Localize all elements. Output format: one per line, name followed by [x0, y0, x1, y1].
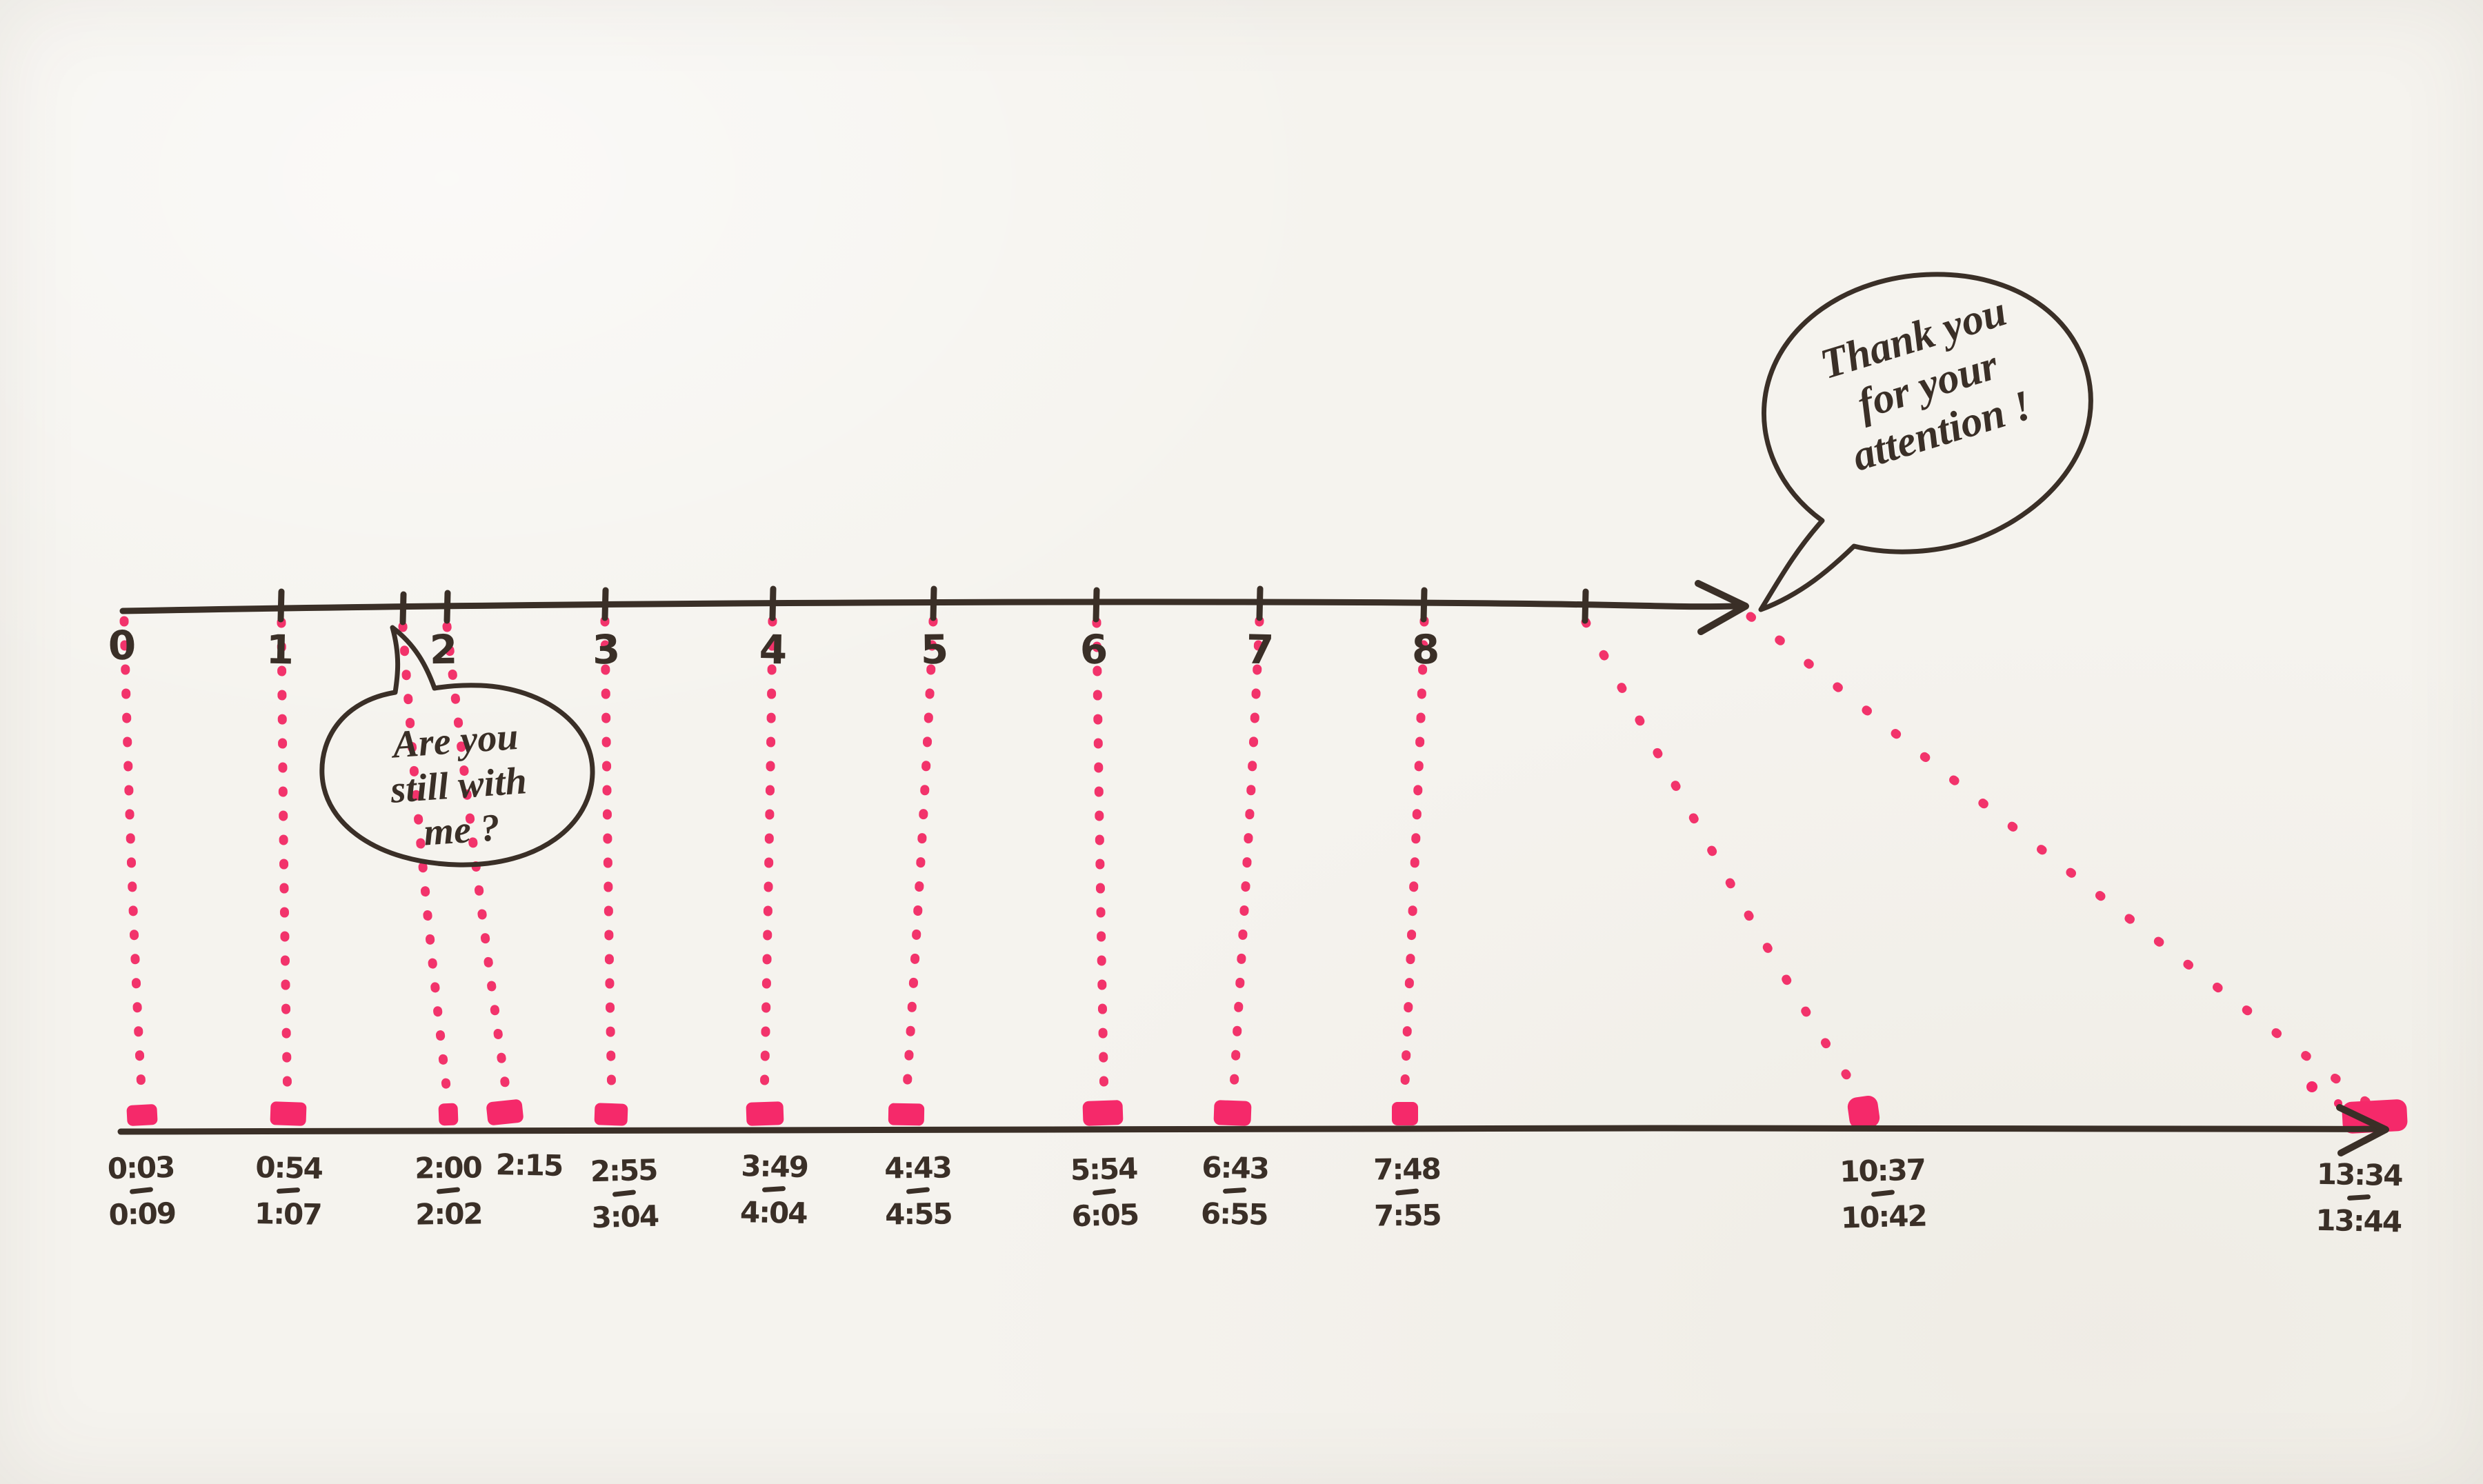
blob-6 [1082, 1100, 1124, 1126]
dotted-line-slide-0 [119, 616, 147, 1105]
dotted-line-slide-9 [1581, 617, 1865, 1100]
dotted-line-slide-1 [277, 617, 292, 1105]
dotted-line-slide-2b [442, 621, 512, 1101]
dotted-line-slide-3 [600, 616, 617, 1104]
top-axis-line [119, 599, 1740, 614]
blob-end [2342, 1099, 2408, 1134]
blob-speck-1 [2306, 1081, 2317, 1092]
bottom-axis [117, 1104, 2389, 1156]
blob-9 [1847, 1095, 1880, 1130]
bottom-axis-arrowhead [2336, 1104, 2389, 1156]
blob-0 [126, 1104, 158, 1126]
blob-2b [486, 1099, 523, 1125]
blob-2a [438, 1103, 459, 1126]
blob-1 [270, 1101, 307, 1126]
highlight-blobs [126, 1081, 2408, 1134]
dotted-line-slide-4 [759, 616, 777, 1104]
top-axis-arrowhead [1695, 580, 1749, 635]
question-bubble-outline [319, 625, 595, 868]
mapping-dotted-lines [119, 612, 2375, 1110]
bottom-axis-line [117, 1124, 2379, 1135]
top-axis [119, 580, 1749, 635]
dotted-line-slide-6 [1092, 617, 1109, 1104]
blob-8 [1392, 1102, 1418, 1125]
dotted-line-slide-5 [901, 616, 938, 1104]
blob-7 [1213, 1100, 1252, 1126]
blob-3 [594, 1103, 628, 1126]
dotted-line-slide-2a [398, 621, 452, 1103]
blob-4 [746, 1101, 784, 1126]
dotted-line-slide-8 [1399, 616, 1429, 1104]
dotted-line-end [1746, 612, 2375, 1110]
thanks-bubble-outline [1758, 272, 2093, 612]
blob-5 [888, 1103, 925, 1126]
top-axis-ticks [277, 585, 1589, 625]
dotted-line-slide-7 [1228, 616, 1264, 1104]
